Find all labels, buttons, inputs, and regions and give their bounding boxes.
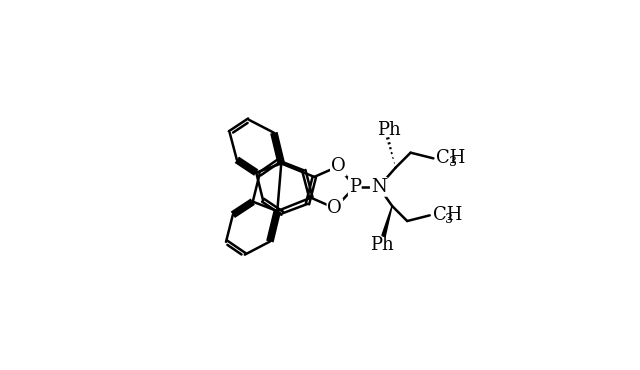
Text: N: N (371, 178, 387, 196)
Text: O: O (328, 199, 342, 217)
Text: 3: 3 (445, 213, 453, 226)
Text: Ph: Ph (371, 236, 394, 254)
Text: O: O (331, 157, 346, 175)
Text: Ph: Ph (378, 121, 401, 139)
Polygon shape (382, 206, 392, 236)
Text: 3: 3 (449, 157, 457, 169)
Text: CH: CH (436, 149, 466, 167)
Text: P: P (349, 178, 361, 196)
Text: CH: CH (433, 206, 462, 224)
